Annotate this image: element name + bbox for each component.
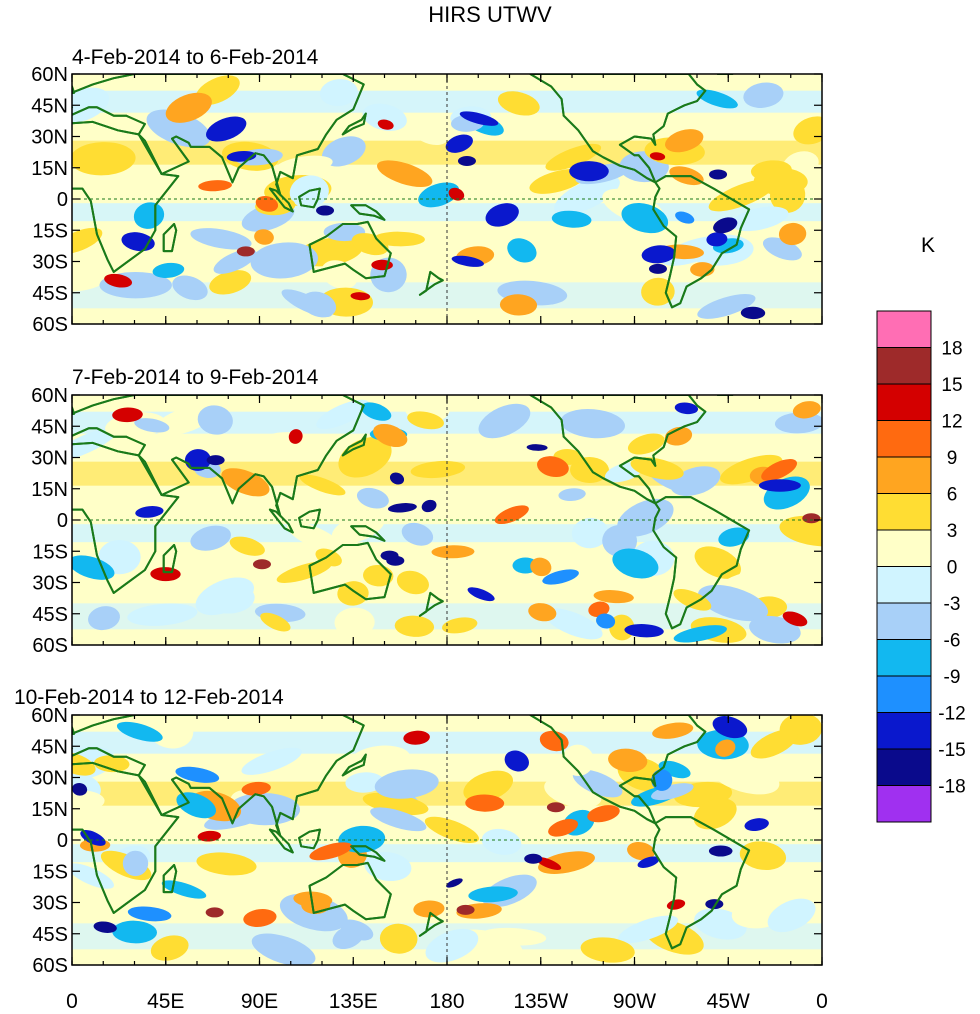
colorbar-box [876,675,932,713]
lat-label: 45N [31,736,68,758]
colorbar-box [876,456,932,494]
colorbar-unit: K [921,234,935,257]
panel-2-body: 60N 45N 30N 15N 0 15S 30S 45S 60S [31,385,823,657]
colorbar-tick: -18 [938,777,965,798]
colorbar-box [876,347,932,385]
lon-label: 90W [613,990,656,1013]
axis-ticks [71,73,823,325]
colorbar-tick: 9 [947,448,958,469]
colorbar-tick: -3 [944,594,961,615]
colorbar-box [876,602,932,640]
colorbar-tick: -15 [938,740,965,761]
panel-3-body: 60N 45N 30N 15N 0 15S 30S 45S 60S [31,705,823,977]
lat-label: 60S [32,635,68,657]
colorbar-box [876,639,932,677]
lat-label: 60S [32,314,68,336]
lat-label: 15S [32,541,68,563]
lat-label: 30N [31,768,68,790]
lat-label: 45S [32,924,68,946]
lat-label: 0 [57,189,68,211]
lat-label: 60S [32,955,68,977]
lon-label: 90E [241,990,278,1013]
colorbar-box [876,785,932,823]
panel-3-label: 10-Feb-2014 to 12-Feb-2014 [14,686,284,709]
coastlines [72,715,751,950]
axis-ticks [71,714,823,966]
colorbar-box [876,566,932,604]
colorbar-box [876,420,932,458]
lat-label: 60N [31,705,68,727]
colorbar-box [876,712,932,750]
lat-label: 45S [32,283,68,305]
lat-label: 60N [31,385,68,407]
colorbar-box [876,529,932,567]
colorbar-tick: -12 [938,704,965,725]
lat-label: 15N [31,158,68,180]
lon-label: 45E [147,990,184,1013]
map-panel-2: 7-Feb-2014 to 9-Feb-2014 60N 45N 30N 15N 0 15… [31,366,823,657]
lon-label: 0 [66,990,78,1013]
colorbar-box [876,310,932,348]
lat-label: 30S [32,573,68,595]
axis-ticks [71,394,823,646]
panel-1-body: 60N 45N 30N 15N 0 15S 30S 45S 60S [31,64,823,336]
lon-label: 0 [816,990,828,1013]
colorbar: K 18 15 12 9 6 3 0 -3 -6 -9 -12 -15 -18 [876,234,966,823]
longitude-axis-labels: 0 45E 90E 135E 180 135W 90W 45W 0 [66,990,828,1013]
lon-label: 135W [513,990,568,1013]
lat-label: 45S [32,604,68,626]
panel-2-label: 7-Feb-2014 to 9-Feb-2014 [72,366,319,389]
lat-label: 30S [32,893,68,915]
lat-label: 15S [32,861,68,883]
panel-1-label: 4-Feb-2014 to 6-Feb-2014 [72,46,319,69]
lat-label: 0 [57,830,68,852]
colorbar-tick: 12 [941,412,962,433]
map-panel-3: 10-Feb-2014 to 12-Feb-2014 60N 45N 30N 15N 0… [14,686,823,977]
lat-label: 30N [31,127,68,149]
lat-label: 0 [57,510,68,532]
lat-label: 15S [32,220,68,242]
colorbar-tick: 18 [941,339,962,360]
colorbar-tick: 6 [947,485,958,506]
figure-title: HIRS UTWV [428,2,552,27]
lat-label: 15N [31,799,68,821]
lon-label: 135E [329,990,378,1013]
colorbar-tick: 3 [947,521,958,542]
colorbar-tick: -6 [944,631,961,652]
anomaly-field [72,715,822,965]
lat-label: 60N [31,64,68,86]
lon-label: 45W [707,990,750,1013]
coastlines [72,74,751,309]
lat-label: 45N [31,416,68,438]
colorbar-tick: 0 [947,558,958,579]
lon-label: 180 [429,990,464,1013]
colorbar-tick: 15 [941,375,962,396]
lat-label: 30N [31,448,68,470]
lat-label: 15N [31,479,68,501]
colorbar-box [876,383,932,421]
colorbar-box [876,748,932,786]
colorbar-tick: -9 [944,667,961,688]
colorbar-boxes [876,310,932,823]
colorbar-labels: 18 15 12 9 6 3 0 -3 -6 -9 -12 -15 -18 [938,339,965,798]
map-panel-1: 4-Feb-2014 to 6-Feb-2014 60N 45N 30N 15N 0 15… [31,46,823,336]
coastlines [72,395,751,630]
lat-label: 45N [31,95,68,117]
lat-label: 30S [32,252,68,274]
anomaly-field [72,74,822,324]
colorbar-box [876,493,932,531]
